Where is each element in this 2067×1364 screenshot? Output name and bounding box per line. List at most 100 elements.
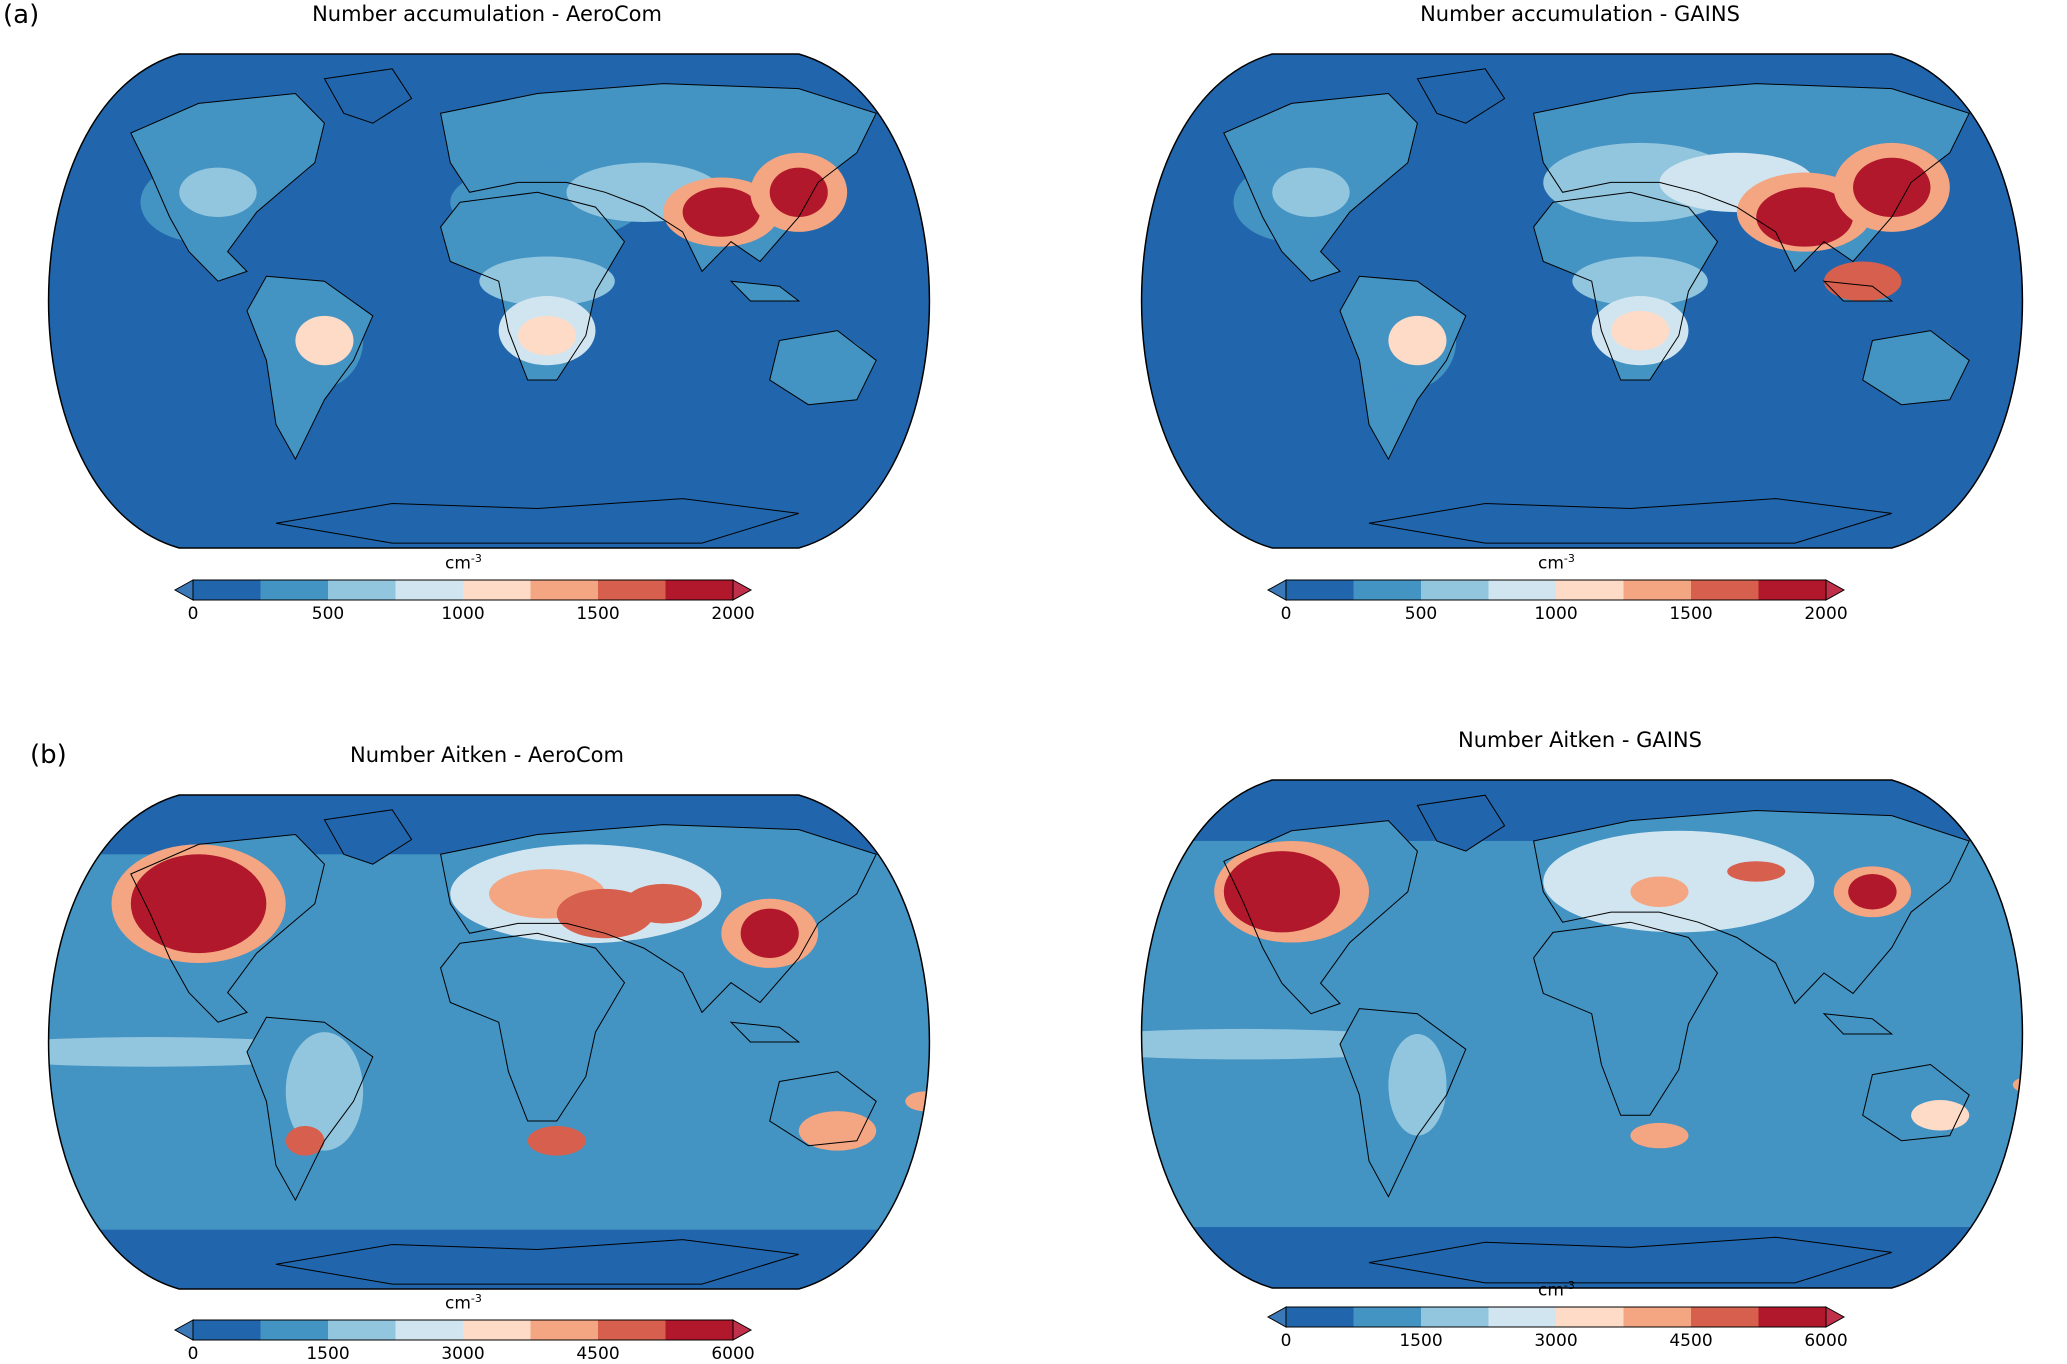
concentration-contour bbox=[1727, 861, 1786, 882]
colorbar-extend-high bbox=[1825, 579, 1846, 601]
colorbar-tick-label: 1000 bbox=[441, 604, 485, 624]
concentration-contour bbox=[1572, 256, 1708, 306]
coastline-antarctica bbox=[275, 1239, 799, 1285]
colorbar-unit: cm-3 bbox=[1538, 1279, 1575, 1301]
colorbar-tick-label: 2000 bbox=[1804, 604, 1848, 624]
concentration-contour bbox=[179, 167, 257, 218]
colorbar-tick-label: 1500 bbox=[576, 604, 620, 624]
land-indonesia bbox=[731, 281, 799, 301]
land-africa bbox=[440, 933, 625, 1121]
colorbar-tick-label: 0 bbox=[1280, 1331, 1292, 1351]
coastline-africa bbox=[440, 191, 626, 381]
coastline-indonesia bbox=[729, 1021, 801, 1043]
colorbar-segment bbox=[598, 580, 666, 600]
map-border bbox=[1140, 779, 2024, 1289]
land-antarctica bbox=[1369, 1237, 1892, 1283]
colorbar-segment bbox=[530, 1320, 599, 1340]
coastline-northAmerica bbox=[130, 92, 325, 282]
map-border bbox=[47, 53, 931, 549]
coastline-greenland bbox=[1416, 794, 1506, 852]
map-svg bbox=[1140, 779, 2024, 1289]
unit-exponent: -3 bbox=[470, 1292, 482, 1305]
unit-base: cm bbox=[1538, 553, 1564, 574]
colorbar-segment bbox=[665, 580, 734, 600]
colorbar-segment bbox=[1421, 580, 1489, 600]
coastline-australia bbox=[1862, 1063, 1970, 1142]
colorbar-tick-label: 500 bbox=[311, 604, 345, 624]
colorbar-frame bbox=[1285, 579, 1827, 601]
colorbar-extend-low bbox=[173, 1319, 194, 1341]
colorbar-tick-label: 500 bbox=[1404, 604, 1438, 624]
unit-exponent: -3 bbox=[1563, 552, 1575, 565]
colorbar-segment bbox=[1488, 580, 1557, 600]
colorbar-segment bbox=[463, 580, 531, 600]
colorbar-tick-label: 3000 bbox=[1534, 1331, 1578, 1351]
colorbar-segment bbox=[328, 1320, 396, 1340]
coastline-northAmerica bbox=[130, 833, 325, 1023]
concentration-contour bbox=[1272, 167, 1350, 218]
colorbar-tick-label: 1000 bbox=[1534, 604, 1578, 624]
colorbar-segment bbox=[1421, 1307, 1489, 1327]
colorbar-tick-label: 1500 bbox=[1399, 1331, 1443, 1351]
coastline-europeAsia bbox=[1533, 809, 1970, 1005]
concentration-contour bbox=[1848, 873, 1897, 910]
unit-base: cm bbox=[1538, 1280, 1564, 1301]
colorbar bbox=[173, 1319, 753, 1341]
map-border bbox=[47, 794, 931, 1290]
coastline-africa bbox=[1533, 191, 1719, 381]
ocean-plume bbox=[48, 1037, 344, 1067]
map-border bbox=[1140, 53, 2024, 549]
colorbar-unit: cm-3 bbox=[445, 552, 482, 574]
colorbar-segment bbox=[665, 1320, 734, 1340]
map-svg bbox=[47, 794, 931, 1290]
unit-base: cm bbox=[445, 553, 471, 574]
coastline-indonesia bbox=[1822, 280, 1894, 302]
land-antarctica bbox=[276, 1239, 799, 1285]
colorbar-segment bbox=[1286, 580, 1354, 600]
colorbar-segment bbox=[1556, 1307, 1624, 1327]
concentration-contour bbox=[1882, 335, 1960, 385]
panel-label-a: (a) bbox=[3, 0, 40, 30]
colorbar-tick-label: 3000 bbox=[441, 1344, 485, 1364]
unit-exponent: -3 bbox=[470, 552, 482, 565]
concentration-contour bbox=[1630, 1122, 1689, 1149]
colorbar-segment bbox=[463, 1320, 531, 1340]
colorbar-extend-low bbox=[173, 579, 194, 601]
colorbar-segment bbox=[1691, 1307, 1759, 1327]
unit-base: cm bbox=[445, 1293, 471, 1314]
colorbar-tick-label: 1500 bbox=[1669, 604, 1713, 624]
coastline-northAmerica bbox=[1223, 820, 1418, 1015]
concentration-contour bbox=[1223, 851, 1340, 933]
concentration-contour bbox=[1853, 157, 1931, 218]
colorbar-frame bbox=[192, 579, 734, 601]
colorbar-segment bbox=[1488, 1307, 1557, 1327]
colorbar-segment bbox=[1691, 580, 1759, 600]
colorbar-segment bbox=[1623, 1307, 1692, 1327]
concentration-contour bbox=[1756, 187, 1854, 247]
coastline-antarctica bbox=[1368, 498, 1892, 544]
coastline-australia bbox=[769, 1071, 877, 1147]
concentration-contour bbox=[1630, 876, 1689, 907]
land-greenland bbox=[1417, 68, 1505, 124]
coastline-southAmerica bbox=[1339, 275, 1467, 461]
colorbar-extend-low bbox=[1266, 1306, 1287, 1328]
colorbar-segment bbox=[530, 580, 599, 600]
land-indonesia bbox=[731, 1022, 799, 1042]
coastline-antarctica bbox=[275, 498, 799, 544]
coastline-greenland bbox=[323, 809, 413, 865]
coastline-indonesia bbox=[1822, 1013, 1894, 1035]
colorbar-frame bbox=[192, 1319, 734, 1341]
concentration-contour bbox=[789, 335, 867, 385]
colorbar-extend-high bbox=[732, 1319, 753, 1341]
map-svg bbox=[1140, 53, 2024, 549]
concentration-contour bbox=[518, 315, 577, 356]
concentration-contour bbox=[769, 167, 828, 218]
colorbar-unit: cm-3 bbox=[1538, 552, 1575, 574]
concentration-contour bbox=[527, 1125, 586, 1156]
colorbar-segment bbox=[1758, 1307, 1827, 1327]
concentration-contour bbox=[2012, 1077, 2023, 1093]
coastline-europeAsia bbox=[440, 83, 877, 273]
colorbar bbox=[1266, 579, 1846, 601]
colorbar-segment bbox=[1353, 580, 1422, 600]
panel-label-b: (b) bbox=[30, 740, 67, 770]
